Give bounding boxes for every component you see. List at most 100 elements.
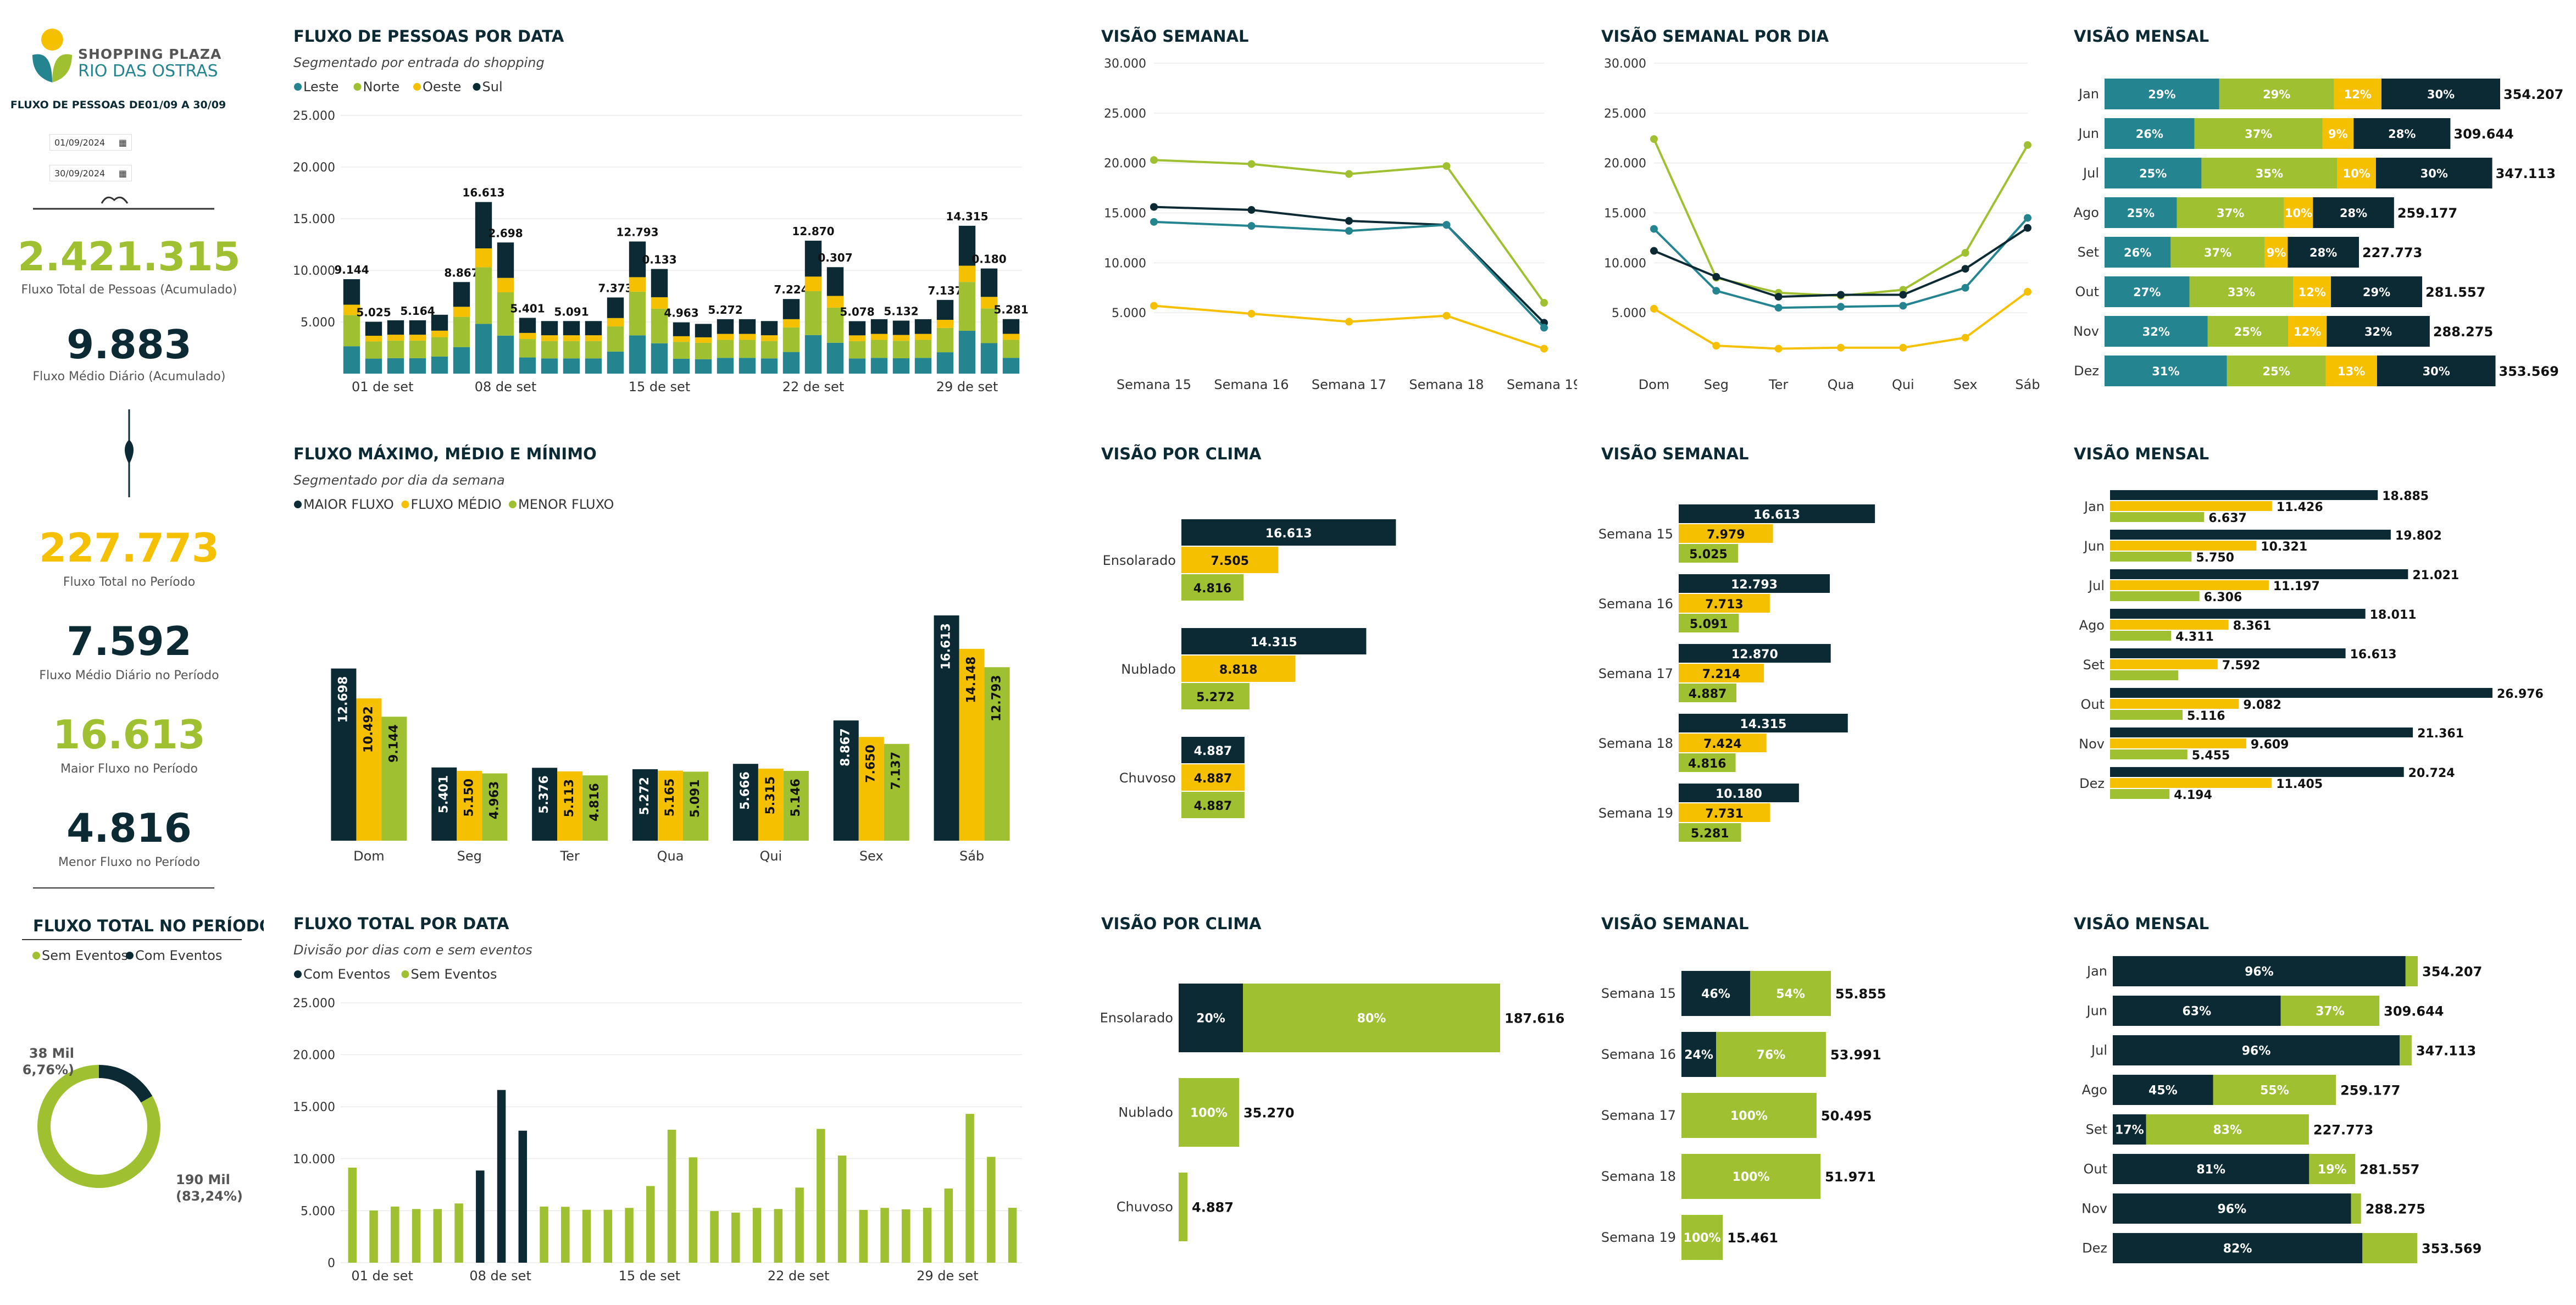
bar bbox=[2110, 552, 2192, 562]
bar bbox=[984, 667, 1010, 841]
bar bbox=[1181, 656, 1296, 682]
bar-segment bbox=[2288, 237, 2359, 268]
bar-segment bbox=[717, 319, 734, 334]
bar-segment bbox=[826, 267, 844, 296]
bar-segment bbox=[980, 297, 998, 309]
bar-segment bbox=[519, 332, 536, 340]
chart-title: VISÃO POR CLIMA bbox=[1101, 445, 1262, 463]
data-point bbox=[1961, 284, 1969, 292]
bar-segment bbox=[2381, 79, 2500, 109]
bar-segment bbox=[2105, 237, 2171, 268]
series-line bbox=[1653, 291, 2029, 350]
y-tick-label: 5.000 bbox=[301, 316, 335, 330]
bar-segment bbox=[2293, 276, 2331, 307]
bar bbox=[412, 1209, 421, 1263]
kpi-maior-fluxo-label: Maior Fluxo no Período bbox=[60, 762, 198, 776]
bar-segment bbox=[2105, 158, 2202, 188]
bar-data-label: 5.281 bbox=[1691, 827, 1729, 841]
bar-data-label: 30% bbox=[2420, 167, 2448, 180]
bar bbox=[2110, 789, 2170, 799]
bar-data-label: 12.793 bbox=[616, 225, 658, 238]
bar-data-label: 7.224 bbox=[774, 283, 808, 296]
legend-item: MENOR FLUXO bbox=[518, 497, 614, 512]
bar bbox=[965, 1114, 974, 1263]
bar-data-label: 24% bbox=[1684, 1048, 1713, 1062]
bar bbox=[2110, 580, 2269, 590]
bar-data-label: 9.082 bbox=[2243, 698, 2281, 712]
category-label: Jul bbox=[2088, 578, 2105, 593]
legend-marker bbox=[473, 83, 481, 91]
bar-segment bbox=[2219, 79, 2334, 109]
bar-segment bbox=[2334, 79, 2381, 109]
y-tick-label: 25.000 bbox=[1104, 107, 1146, 121]
bar-data-label: 12.698 bbox=[336, 676, 350, 723]
data-point bbox=[1345, 217, 1353, 225]
bar bbox=[356, 698, 382, 841]
x-tick-label: Sáb bbox=[2015, 377, 2040, 392]
bar-data-label: 26.976 bbox=[2497, 687, 2544, 701]
legend-item: Com Eventos bbox=[135, 948, 222, 963]
bar-data-label: 7.979 bbox=[1707, 528, 1745, 542]
bar-segment bbox=[2351, 1193, 2361, 1224]
category-label: Jul bbox=[2090, 1043, 2107, 1058]
bar-data-label: 46% bbox=[1701, 987, 1730, 1001]
bar-segment bbox=[804, 241, 822, 277]
bar-data-label: 21.021 bbox=[2412, 569, 2459, 582]
chart-visao-semanal: VISÃO SEMANAL 30.000 25.000 20.000 15.000 10.… bbox=[1101, 27, 1577, 392]
bar-segment bbox=[717, 340, 734, 358]
bar bbox=[1679, 803, 1770, 822]
bar-data-label: 12.870 bbox=[792, 225, 834, 238]
data-point bbox=[2024, 288, 2031, 296]
bar-data-label: 25% bbox=[2139, 167, 2167, 180]
data-point bbox=[1540, 345, 1548, 353]
bar-data-label: 4.816 bbox=[1688, 757, 1726, 771]
date-start-input[interactable]: 01/09/2024 ▦ bbox=[49, 134, 132, 151]
data-point bbox=[2024, 214, 2031, 222]
bar-segment bbox=[2313, 197, 2394, 228]
bar bbox=[758, 768, 784, 841]
data-point bbox=[1650, 247, 1658, 255]
date-end-input[interactable]: 30/09/2024 ▦ bbox=[49, 165, 132, 181]
bar-data-label: 26% bbox=[2136, 127, 2163, 141]
bar-segment bbox=[2113, 996, 2281, 1026]
category-label: Dez bbox=[2082, 1241, 2107, 1256]
bar-data-label: 5.315 bbox=[764, 776, 778, 815]
bar-total-label: 288.275 bbox=[2433, 324, 2493, 340]
bar-segment bbox=[2105, 118, 2195, 149]
legend-marker bbox=[126, 952, 134, 959]
bar-segment bbox=[2113, 1233, 2363, 1263]
bar-segment bbox=[914, 334, 932, 340]
category-label: Nov bbox=[2079, 736, 2105, 752]
bar bbox=[331, 668, 357, 841]
bar-segment bbox=[2213, 1075, 2336, 1105]
bar-data-label: 12.870 bbox=[1731, 648, 1778, 662]
bar-segment bbox=[914, 358, 932, 374]
bar-segment bbox=[2207, 316, 2289, 347]
bar-data-label: 4.963 bbox=[487, 781, 501, 820]
bar bbox=[667, 1129, 676, 1263]
bar-segment bbox=[914, 340, 932, 358]
bar-segment bbox=[541, 341, 558, 359]
range-slider[interactable] bbox=[33, 187, 220, 212]
bar-data-label: 7.373 bbox=[598, 281, 632, 295]
bar bbox=[2110, 688, 2492, 698]
x-tick-label: Ter bbox=[1768, 377, 1788, 392]
bar bbox=[2110, 648, 2346, 658]
bar-segment bbox=[2377, 356, 2496, 386]
bar-data-label: 17% bbox=[2115, 1124, 2144, 1137]
y-tick-label: 15.000 bbox=[1604, 207, 1646, 221]
data-point bbox=[1540, 299, 1548, 307]
bar bbox=[457, 770, 482, 841]
data-point bbox=[1837, 303, 1845, 311]
bar-data-label: 10.492 bbox=[362, 706, 375, 753]
bar bbox=[557, 771, 583, 841]
bar-segment bbox=[739, 334, 756, 340]
bar-segment bbox=[453, 307, 470, 317]
category-label: Out bbox=[2083, 1162, 2107, 1177]
bar-segment bbox=[475, 202, 492, 249]
bar-segment bbox=[607, 297, 624, 318]
bar-segment bbox=[497, 292, 514, 336]
chart-title: VISÃO POR CLIMA bbox=[1101, 914, 1262, 933]
bar-total-label: 4.887 bbox=[1192, 1200, 1234, 1215]
bar-data-label: 100% bbox=[1190, 1107, 1228, 1120]
